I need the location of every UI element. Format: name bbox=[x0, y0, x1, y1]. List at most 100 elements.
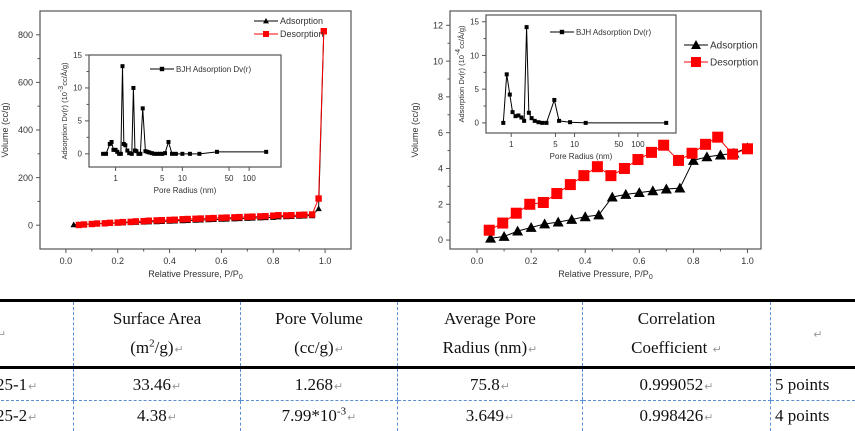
main1-data-point bbox=[120, 219, 126, 225]
header-pore-volume: Pore Volume (cc/g)↵ bbox=[241, 301, 398, 368]
inset1-data-point bbox=[121, 64, 125, 68]
main1-ytick-label: 200 bbox=[18, 173, 33, 183]
cell-average-pore-radius: 3.649↵ bbox=[398, 401, 583, 431]
header-surface-area: Surface Area (m2/g)↵ bbox=[74, 301, 241, 368]
main2-data-point bbox=[673, 155, 684, 166]
inset1-data-point bbox=[131, 86, 135, 90]
main1-data-point bbox=[301, 212, 307, 218]
main2-data-point bbox=[646, 147, 657, 158]
cell-points: 5 points bbox=[771, 368, 855, 401]
main2-legend-item: Adsorption bbox=[684, 40, 758, 52]
main2-yaxis-label: Volume (cc/g) bbox=[410, 102, 420, 157]
inset2-yaxis-label: Adsorption Dv(r) (10-4cc/Å/g) bbox=[455, 25, 466, 123]
main2-series-line bbox=[491, 148, 748, 238]
header-apr-line1: Average Pore bbox=[398, 304, 582, 333]
main1-xtick-label: 0.8 bbox=[267, 256, 280, 266]
main1-data-point bbox=[81, 221, 87, 227]
main1-legend-item: Adsorption bbox=[254, 16, 323, 26]
inset2-data-point bbox=[540, 121, 544, 125]
cell-sample: 25-2↵ bbox=[0, 401, 74, 431]
header-average-pore-radius: Average Pore Radius (nm)↵ bbox=[398, 301, 583, 368]
inset2-xtick-label: 1 bbox=[509, 140, 514, 149]
inset1-xtick-label: 100 bbox=[242, 174, 256, 183]
inset1-yaxis-label: Adsorption Dv(r) (10-3cc/Å/g) bbox=[58, 62, 69, 160]
header-surface-area-line2: (m2/g)↵ bbox=[74, 333, 240, 365]
inset1-data-point bbox=[180, 152, 184, 156]
inset1-data-point bbox=[138, 152, 142, 156]
main1-xtick-label: 0.2 bbox=[111, 256, 124, 266]
cell-correlation: 0.998426↵ bbox=[583, 401, 771, 431]
cell-pore-volume: 1.268↵ bbox=[241, 368, 398, 401]
header-cc-line2: Coefficient ↵ bbox=[583, 333, 770, 365]
main2-data-point bbox=[484, 225, 495, 236]
main2-ytick-label: 6 bbox=[438, 128, 443, 138]
main2-xtick-label: 0.2 bbox=[525, 256, 538, 266]
bet-results-table: ↵ Surface Area (m2/g)↵ Pore Volume (cc/g… bbox=[0, 299, 855, 431]
main2-ytick-label: 12 bbox=[433, 20, 443, 30]
main1-xtick-label: 1.0 bbox=[319, 256, 332, 266]
main2-data-point bbox=[593, 210, 604, 220]
main1-data-point bbox=[236, 214, 242, 220]
main2-ytick-label: 2 bbox=[438, 199, 443, 209]
main2-ytick-label: 8 bbox=[438, 92, 443, 102]
main2-series-adsorption bbox=[485, 142, 753, 242]
main2-data-point bbox=[658, 140, 669, 151]
cell-surface-area: 4.38↵ bbox=[74, 401, 241, 431]
main1-xtick-label: 0.6 bbox=[215, 256, 228, 266]
main1-data-point bbox=[185, 216, 191, 222]
main2-data-point bbox=[565, 179, 576, 190]
inset1-xtick-label: 10 bbox=[178, 174, 187, 183]
main1-data-point bbox=[262, 213, 268, 219]
main2-legend-label: Desorption bbox=[710, 58, 758, 69]
inset1-xtick-label: 50 bbox=[225, 174, 234, 183]
cell-average-pore-radius: 75.8↵ bbox=[398, 368, 583, 401]
table-row: 25-2↵ 4.38↵ 7.99*10-3↵ 3.649↵ 0.998426↵ … bbox=[0, 401, 855, 431]
inset1-data-point bbox=[123, 143, 127, 147]
main2-data-point bbox=[538, 197, 549, 208]
inset2-data-point bbox=[511, 110, 515, 114]
main2-xtick-label: 0.8 bbox=[687, 256, 700, 266]
inset2-ytick-label: 10 bbox=[470, 51, 479, 60]
table-row: 25-1↵ 33.46↵ 1.268↵ 75.8↵ 0.999052↵ 5 po… bbox=[0, 368, 855, 401]
inset2-xtick-label: 100 bbox=[631, 140, 645, 149]
inset2-data-point bbox=[522, 119, 526, 123]
inset2-data-point bbox=[505, 72, 509, 76]
main1-ytick-label: 800 bbox=[18, 30, 33, 40]
main1-yaxis-label: Volume (cc/g) bbox=[0, 102, 10, 157]
inset2-data-point bbox=[568, 120, 572, 124]
main1-data-point bbox=[172, 217, 178, 223]
inset1-legend-label: BJH Adsorption Dv(r) bbox=[176, 65, 251, 74]
main1-data-point bbox=[159, 217, 165, 223]
main1-data-point bbox=[210, 215, 216, 221]
inset1-data-point bbox=[188, 152, 192, 156]
inset2-data-point bbox=[557, 119, 561, 123]
paragraph-mark: ↵ bbox=[0, 329, 6, 341]
main1-data-point bbox=[315, 205, 321, 211]
main2-data-point bbox=[524, 199, 535, 210]
inset2-data-point bbox=[533, 119, 537, 123]
main2-xtick-label: 1.0 bbox=[741, 256, 754, 266]
inset1-ytick-label: 15 bbox=[73, 51, 82, 60]
main2-data-point bbox=[511, 208, 522, 219]
main2-ytick-label: 10 bbox=[433, 56, 443, 66]
inset2-data-point bbox=[584, 121, 588, 125]
main2-xtick-label: 0.0 bbox=[471, 256, 484, 266]
inset2-data-point bbox=[525, 25, 529, 29]
main1-data-point bbox=[309, 211, 315, 217]
inset1-ytick-label: 10 bbox=[73, 84, 82, 93]
inset2-ytick-label: 15 bbox=[470, 18, 479, 27]
inset2-data-point bbox=[508, 93, 512, 97]
inset2-ytick-label: 0 bbox=[475, 119, 480, 128]
main2-xtick-label: 0.6 bbox=[633, 256, 646, 266]
main2-legend-label: Adsorption bbox=[710, 41, 758, 52]
main1-data-point bbox=[288, 212, 294, 218]
inset2-legend-label: BJH Adsorption Dv(r) bbox=[576, 28, 651, 37]
inset2-data-point bbox=[664, 121, 668, 125]
table-header-row: ↵ Surface Area (m2/g)↵ Pore Volume (cc/g… bbox=[0, 301, 855, 368]
header-correlation-coefficient: Correlation Coefficient ↵ bbox=[583, 301, 771, 368]
inset2-data-point bbox=[527, 111, 531, 115]
inset1-data-point bbox=[215, 150, 219, 154]
main1-data-point bbox=[197, 215, 203, 221]
cell-pore-volume: 7.99*10-3↵ bbox=[241, 401, 398, 431]
